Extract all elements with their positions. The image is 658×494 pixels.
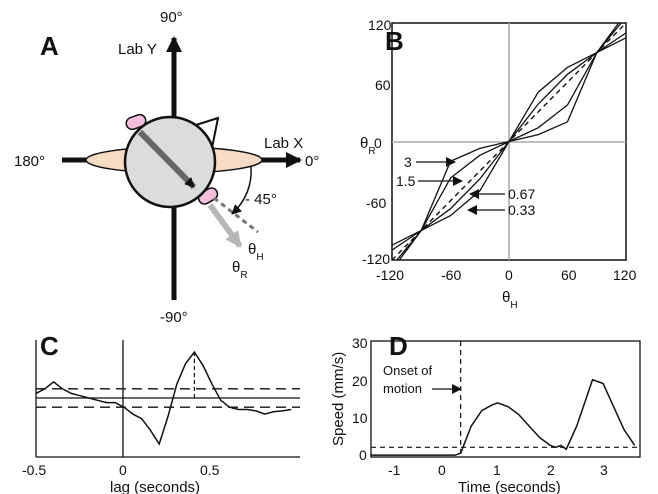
- d-xtick: -1: [388, 462, 401, 478]
- b-xtick: 60: [561, 267, 577, 283]
- lab-x-label: Lab X: [264, 135, 303, 152]
- angle-label: - 45°: [245, 191, 277, 208]
- d-ylabel: Speed (mm/s): [330, 352, 347, 446]
- plot-b-curves: [392, 23, 626, 260]
- panel-a-label: A: [40, 31, 59, 61]
- plot-d-lines: [371, 341, 640, 457]
- c-xlabel: lag (seconds): [110, 479, 200, 494]
- b-ytick: 120: [368, 17, 392, 33]
- theta-h-line: [213, 196, 259, 234]
- label-180: 180°: [14, 153, 45, 170]
- b-ytick: -120: [362, 251, 390, 267]
- lab-y-label: Lab Y: [118, 41, 157, 58]
- b-annot-3: 3: [404, 154, 412, 170]
- label-0: 0°: [305, 153, 319, 170]
- panel-c-label: C: [40, 331, 59, 361]
- label-90: 90°: [160, 9, 183, 26]
- d-ytick: 0: [359, 447, 367, 463]
- d-xtick: 2: [547, 462, 555, 478]
- d-ytick: 10: [352, 410, 368, 426]
- d-ytick: 30: [352, 335, 368, 351]
- b-ytick: -60: [366, 195, 386, 211]
- b-xtick: -60: [441, 267, 461, 283]
- ear-left: [125, 113, 147, 131]
- c-xtick: 0: [119, 462, 127, 478]
- b-xtick: -120: [376, 267, 404, 283]
- d-xlabel: Time (seconds): [458, 479, 561, 494]
- plot-d-frame: [370, 340, 641, 458]
- label-neg90: -90°: [160, 309, 188, 326]
- b-annot-1p5: 1.5: [396, 173, 416, 189]
- panel-a: A 90° -90° 180° 0° Lab Y Lab X - 45° θH …: [14, 9, 319, 326]
- panel-c: C -0.5 0 0.5 lag (seconds): [22, 331, 300, 494]
- theta-h-label: θH: [248, 241, 264, 263]
- d-ytick: 20: [352, 373, 368, 389]
- plot-c-lines: [35, 350, 300, 446]
- b-ylabel: θR: [360, 135, 376, 157]
- b-xlabel: θH: [502, 289, 518, 311]
- theta-r-arrow: [207, 203, 243, 248]
- d-annot-line1: Onset of: [383, 363, 433, 378]
- d-xtick: 1: [493, 462, 501, 478]
- panel-d: D 30 20 10 0 -1 0 1 2 3 Time (seconds) S…: [330, 331, 641, 494]
- d-xtick: 3: [600, 462, 608, 478]
- b-xtick: 120: [613, 267, 637, 283]
- c-crosscorr-line: [35, 350, 292, 446]
- b-ytick: 60: [375, 77, 391, 93]
- d-speed-line: [371, 378, 636, 456]
- panel-b: B 120 60 0 -60 -120 -120 -60 0 60 120 θH…: [360, 17, 637, 311]
- panel-d-label: D: [389, 331, 408, 361]
- d-annot-line2: motion: [383, 381, 422, 396]
- head-direction-arrow: [137, 129, 197, 190]
- b-xtick: 0: [505, 267, 513, 283]
- theta-r-label: θR: [232, 259, 248, 281]
- panel-b-label: B: [385, 26, 404, 56]
- b-ytick: 0: [374, 135, 382, 151]
- d-xtick: 0: [438, 462, 446, 478]
- b-annot-067: 0.67: [508, 186, 535, 202]
- c-xtick: 0.5: [200, 462, 220, 478]
- b-series-identity: [392, 23, 626, 260]
- c-xtick: -0.5: [22, 462, 46, 478]
- b-annot-033: 0.33: [508, 202, 535, 218]
- angle-arc: [231, 165, 252, 215]
